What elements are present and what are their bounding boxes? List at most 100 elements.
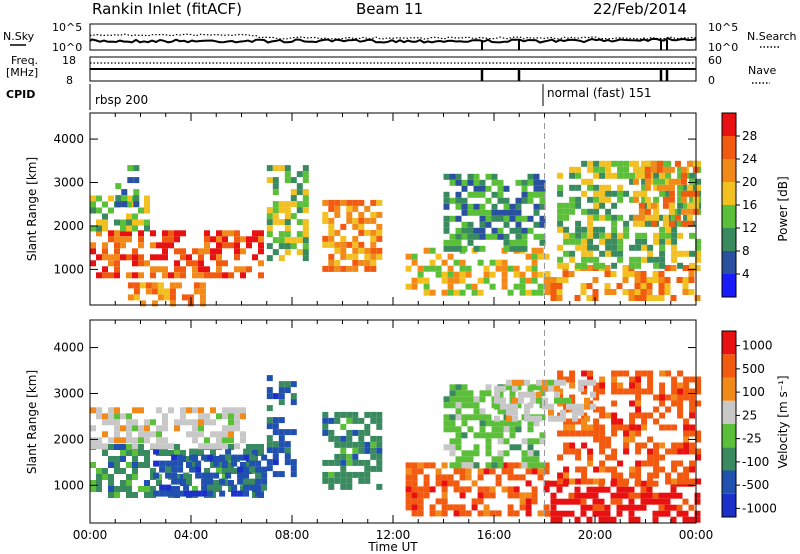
data-cell xyxy=(139,300,146,307)
data-cell xyxy=(114,236,120,243)
data-cell xyxy=(96,486,102,492)
data-cell xyxy=(210,272,216,279)
data-cell xyxy=(243,478,250,485)
data-cell xyxy=(640,271,647,277)
data-cell xyxy=(507,468,514,475)
data-cell xyxy=(138,260,144,267)
data-cell xyxy=(671,448,678,455)
data-cell xyxy=(358,435,365,442)
data-cell xyxy=(635,172,642,179)
data-cell xyxy=(695,478,702,485)
data-cell xyxy=(665,190,672,197)
velocity-colorbar-label: Velocity [m s⁻¹] xyxy=(776,375,790,468)
data-cell xyxy=(659,238,666,245)
data-cell xyxy=(461,185,468,192)
data-cell xyxy=(171,472,178,479)
data-cell xyxy=(525,504,532,511)
data-cell xyxy=(680,166,687,173)
data-cell xyxy=(443,239,450,246)
data-cell xyxy=(617,232,624,239)
data-cell xyxy=(255,472,262,479)
data-cell xyxy=(518,391,524,398)
data-cell xyxy=(195,490,202,497)
data-cell xyxy=(587,448,594,455)
data-cell xyxy=(542,403,548,410)
data-cell xyxy=(632,220,639,227)
data-cell xyxy=(557,214,564,221)
data-cell xyxy=(530,415,536,422)
data-cell xyxy=(159,448,166,455)
data-cell xyxy=(548,385,554,392)
data-cell xyxy=(611,370,618,377)
data-cell xyxy=(479,390,486,397)
data-cell xyxy=(127,282,134,289)
data-cell xyxy=(127,165,134,172)
data-cell xyxy=(580,510,587,517)
data-cell xyxy=(664,265,671,271)
data-cell xyxy=(228,444,234,450)
data-cell xyxy=(569,256,576,263)
data-cell xyxy=(503,384,510,391)
data-cell xyxy=(459,277,466,284)
data-cell xyxy=(364,229,371,236)
data-cell xyxy=(628,295,635,301)
data-cell xyxy=(641,178,648,185)
data-cell xyxy=(132,225,138,232)
data-cell xyxy=(680,196,687,203)
data-cell xyxy=(647,382,654,389)
data-cell xyxy=(120,236,126,243)
data-cell xyxy=(611,466,618,473)
freq-tick-bottom: 8 xyxy=(66,74,73,87)
data-cell xyxy=(96,272,102,279)
data-cell xyxy=(114,456,120,462)
data-cell xyxy=(562,510,569,517)
data-cell xyxy=(216,468,222,474)
data-cell xyxy=(665,370,672,377)
data-cell xyxy=(593,406,600,413)
data-cell xyxy=(622,492,629,499)
data-cell xyxy=(90,462,96,468)
data-cell xyxy=(449,438,456,445)
data-cell xyxy=(635,232,642,239)
data-cell xyxy=(340,459,347,466)
data-cell xyxy=(322,459,329,466)
data-cell xyxy=(296,249,303,256)
data-cell xyxy=(521,215,528,222)
data-cell xyxy=(302,219,309,226)
data-cell xyxy=(533,185,540,192)
data-cell xyxy=(652,516,659,523)
data-cell xyxy=(266,387,273,394)
data-cell xyxy=(503,245,510,252)
data-cell xyxy=(222,425,228,432)
colorbar-tick-label: 24 xyxy=(742,152,757,166)
data-cell xyxy=(533,209,540,216)
data-cell xyxy=(352,259,359,266)
data-cell xyxy=(328,253,335,260)
data-cell xyxy=(162,272,168,279)
data-cell xyxy=(569,424,576,431)
data-cell xyxy=(617,250,624,257)
data-cell xyxy=(632,190,639,197)
data-cell xyxy=(216,236,222,243)
data-cell xyxy=(358,417,365,424)
data-cell xyxy=(222,431,228,438)
data-cell xyxy=(688,289,695,295)
data-cell xyxy=(584,397,590,404)
data-cell xyxy=(443,197,450,204)
data-cell xyxy=(671,424,678,431)
data-cell xyxy=(449,239,456,246)
data-cell xyxy=(237,454,244,461)
data-cell xyxy=(503,203,510,210)
data-cell xyxy=(174,419,180,426)
data-cell xyxy=(513,283,520,290)
data-cell xyxy=(364,477,371,484)
data-cell xyxy=(284,207,291,214)
data-cell xyxy=(114,425,120,432)
data-cell xyxy=(266,243,273,250)
data-cell xyxy=(569,238,576,245)
data-cell xyxy=(525,510,532,517)
data-cell xyxy=(671,250,678,257)
data-cell xyxy=(204,248,210,255)
data-cell xyxy=(599,448,606,455)
data-cell xyxy=(695,184,702,191)
